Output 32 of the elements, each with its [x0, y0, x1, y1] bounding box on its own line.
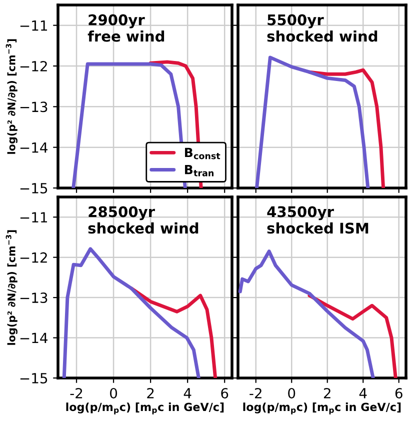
x-tick-label: 4	[359, 388, 367, 398]
x-axis-title: log(p/m$_{p}$c) [m$_{p}$c in GeV/c]	[243, 402, 401, 414]
annotation: 5500yr shocked wind	[267, 14, 378, 42]
x-tick-label: 2	[324, 388, 330, 398]
x-tick-label: 0	[288, 388, 296, 398]
annotation: 2900yr free wind	[88, 14, 164, 42]
y-tick-label: −14	[20, 332, 48, 344]
line-series	[130, 286, 218, 378]
y-tick-label: −12	[20, 252, 47, 263]
y-tick-label: −14	[20, 142, 48, 153]
x-tick-label: 6	[395, 388, 402, 398]
x-tick-label: -2	[250, 388, 262, 398]
x-tick-label: 2	[147, 388, 154, 398]
y-axis-title: log(p² ∂N/∂p) [cm$^{−3}$]	[6, 230, 18, 345]
x-tick-label: 6	[221, 388, 228, 398]
x-axis-title: log(p/m$_{p}$c) [m$_{p}$c in GeV/c]	[66, 402, 224, 414]
annotation: 28500yr shocked wind	[88, 206, 198, 234]
y-tick-label: −13	[20, 292, 48, 304]
y-axis-title: log(p² ∂N/∂p) [cm$^{−3}$]	[6, 39, 18, 154]
y-tick-label: −11	[20, 212, 47, 222]
x-tick-label: 0	[110, 388, 118, 398]
x-tick-label: 4	[184, 388, 192, 398]
y-tick-label: −12	[20, 60, 47, 72]
legend-label: B$_{const}$	[185, 148, 220, 160]
line-series	[62, 247, 200, 378]
y-tick-label: −13	[20, 102, 48, 112]
y-tick-label: −15	[20, 373, 48, 384]
annotation: 43500yr shocked ISM	[267, 206, 368, 234]
x-tick-label: -2	[70, 388, 82, 398]
y-tick-label: −15	[20, 183, 48, 194]
y-tick-label: −11	[20, 20, 47, 31]
legend-label: B$_{tran}$	[185, 165, 214, 176]
